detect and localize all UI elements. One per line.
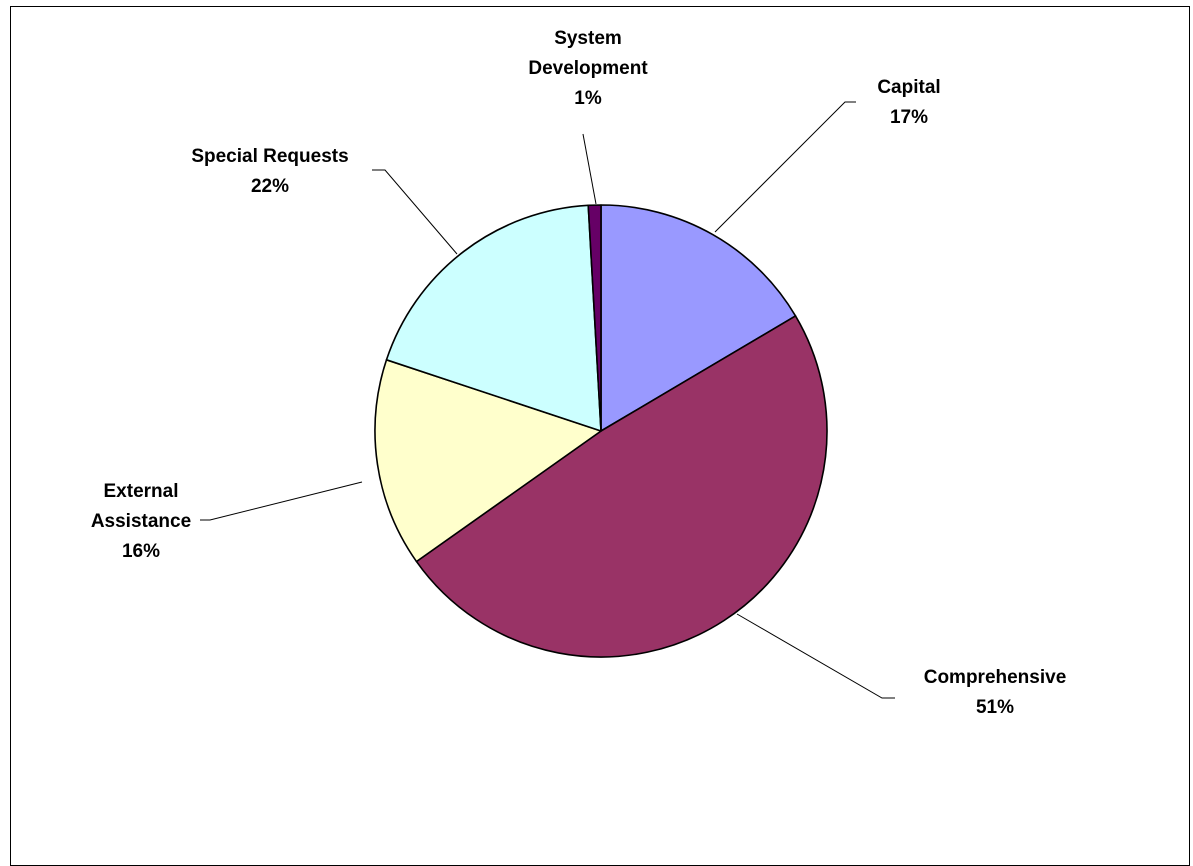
slice-percent: 1% — [574, 88, 602, 109]
slice-label-external-assistance: External Assistance 16% — [91, 481, 191, 562]
leader-lines — [200, 101, 895, 699]
slice-percent: 22% — [251, 176, 289, 197]
slice-name-line: Development — [528, 58, 648, 79]
slice-label-capital: Capital 17% — [877, 77, 940, 128]
pie-slice-capital — [600, 204, 797, 432]
slice-label-special-requests: Special Requests 22% — [191, 146, 348, 197]
pie-slice-system-development — [587, 204, 602, 432]
slice-label-system-development: System Development 1% — [528, 28, 648, 109]
slice-percent: 17% — [890, 107, 928, 128]
slice-name-line: Capital — [877, 77, 940, 98]
slice-name-line: System — [554, 28, 622, 49]
pie-slice-special-requests — [385, 204, 602, 432]
pie-slices — [374, 204, 828, 658]
slice-labels: Capital 17% Comprehensive 51% External Assist… — [91, 28, 1066, 718]
slice-label-comprehensive: Comprehensive 51% — [924, 667, 1067, 718]
leader-line-external-assistance — [200, 481, 363, 521]
leader-line-comprehensive — [736, 613, 895, 699]
slice-name-line: Special Requests — [191, 146, 348, 167]
pie-slice-external-assistance — [374, 359, 602, 563]
slice-name-line: Comprehensive — [924, 667, 1067, 688]
slice-percent: 51% — [976, 697, 1014, 718]
slice-name-line: Assistance — [91, 511, 191, 532]
slice-name-line: External — [104, 481, 179, 502]
slice-percent: 16% — [122, 541, 160, 562]
leader-line-capital — [714, 101, 856, 233]
leader-line-system-development — [582, 133, 597, 205]
pie-slice-comprehensive — [415, 315, 828, 658]
leader-line-special-requests — [372, 169, 458, 255]
